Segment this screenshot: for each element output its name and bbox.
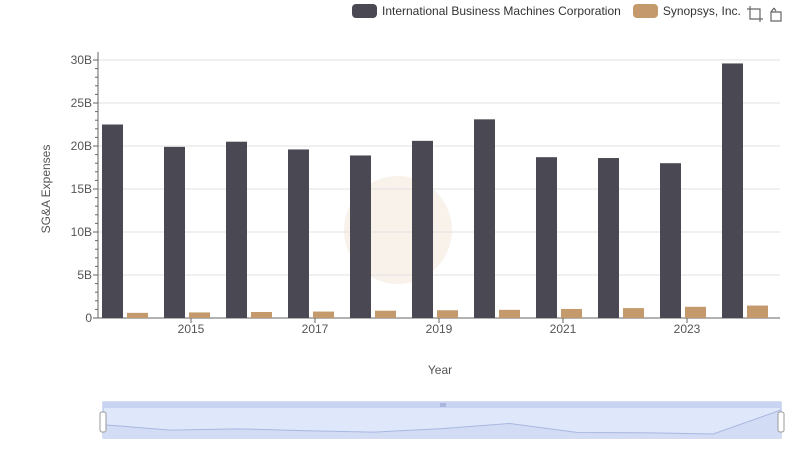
legend-label-ibm: International Business Machines Corporat… bbox=[382, 4, 621, 18]
zoom-icon[interactable] bbox=[746, 5, 764, 23]
y-tick-label: 20B bbox=[71, 139, 92, 153]
legend-swatch-synopsys bbox=[632, 4, 658, 18]
y-axis-title: SG&A Expenses bbox=[39, 145, 53, 234]
datazoom-top-bar bbox=[103, 402, 781, 408]
x-axis-title: Year bbox=[428, 363, 452, 377]
zoom-reset-icon[interactable] bbox=[768, 5, 786, 23]
bar-ibm[interactable] bbox=[350, 155, 371, 318]
legend-label-synopsys: Synopsys, Inc. bbox=[662, 4, 741, 18]
y-tick-label: 0 bbox=[85, 311, 92, 325]
y-tick-label: 10B bbox=[71, 225, 92, 239]
y-tick-label: 5B bbox=[77, 268, 92, 282]
datazoom-handle-left[interactable] bbox=[99, 411, 107, 433]
bar-synopsys[interactable] bbox=[127, 312, 148, 318]
bar-ibm[interactable] bbox=[288, 149, 309, 318]
bar-ibm[interactable] bbox=[598, 158, 619, 318]
bar-synopsys[interactable] bbox=[499, 309, 520, 318]
bar-synopsys[interactable] bbox=[313, 311, 334, 318]
x-tick-label: 2023 bbox=[674, 322, 701, 336]
bar-synopsys[interactable] bbox=[375, 310, 396, 318]
legend-swatch-ibm bbox=[352, 4, 377, 18]
y-tick-label: 15B bbox=[71, 182, 92, 196]
datazoom-handle-right[interactable] bbox=[777, 411, 785, 433]
legend: International Business Machines Corporat… bbox=[352, 4, 753, 18]
bar-synopsys[interactable] bbox=[623, 308, 644, 318]
bar-synopsys[interactable] bbox=[685, 306, 706, 318]
x-tick-label: 2017 bbox=[302, 322, 329, 336]
bar-ibm[interactable] bbox=[102, 124, 123, 319]
y-tick-label: 25B bbox=[71, 96, 92, 110]
datazoom-preview-line bbox=[102, 409, 782, 435]
bar-ibm[interactable] bbox=[660, 163, 681, 318]
bar-synopsys[interactable] bbox=[189, 312, 210, 318]
x-tick-label: 2015 bbox=[178, 322, 205, 336]
bar-synopsys[interactable] bbox=[561, 308, 582, 318]
datazoom-preview-area bbox=[103, 410, 781, 438]
bar-ibm[interactable] bbox=[474, 119, 495, 318]
x-tick-label: 2019 bbox=[426, 322, 453, 336]
x-tick-label: 2021 bbox=[550, 322, 577, 336]
bar-synopsys[interactable] bbox=[251, 311, 272, 318]
bar-synopsys[interactable] bbox=[747, 305, 768, 318]
bar-ibm[interactable] bbox=[722, 63, 743, 318]
legend-item-synopsys[interactable]: Synopsys, Inc. bbox=[632, 4, 741, 18]
bar-ibm[interactable] bbox=[412, 140, 433, 318]
bar-ibm[interactable] bbox=[164, 146, 185, 318]
bar-ibm[interactable] bbox=[226, 141, 247, 318]
bar-synopsys[interactable] bbox=[437, 310, 458, 318]
toolbox bbox=[746, 5, 790, 23]
legend-item-ibm[interactable]: International Business Machines Corporat… bbox=[352, 4, 621, 18]
bar-ibm[interactable] bbox=[536, 157, 557, 318]
y-tick-label: 30B bbox=[71, 53, 92, 67]
